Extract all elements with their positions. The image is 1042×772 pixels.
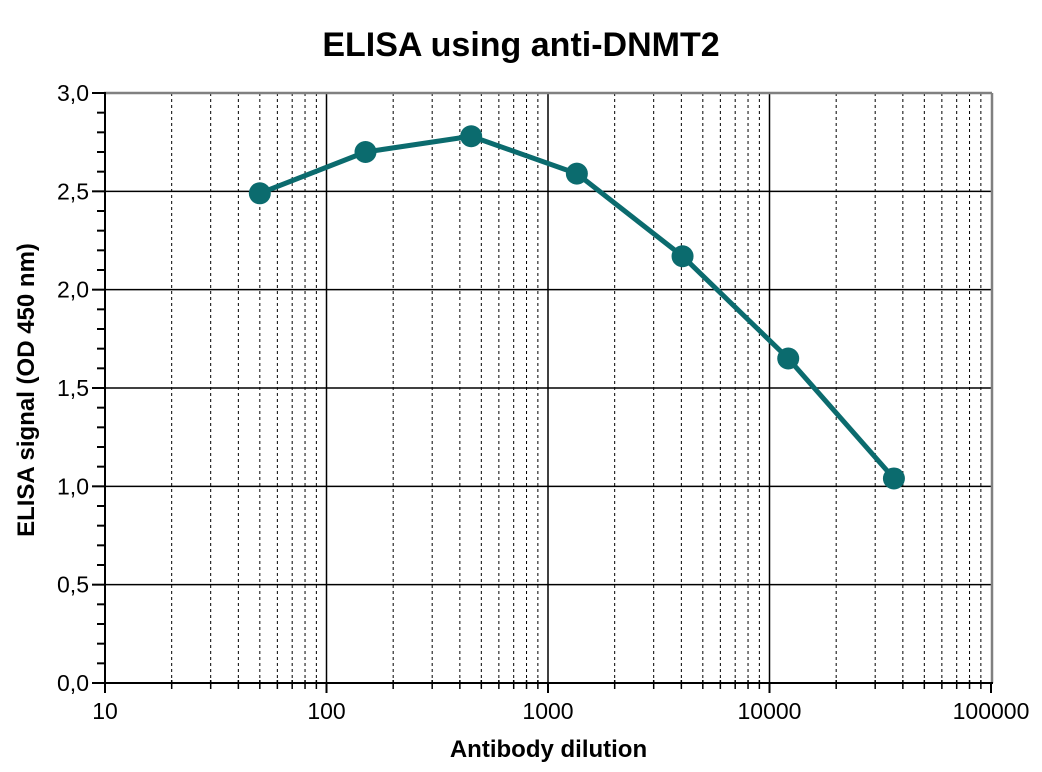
y-tick-label: 0,0 [57, 670, 89, 696]
data-point [460, 125, 483, 148]
tick-labels: 0,0 0,5 1,0 1,5 2,0 2,5 3,0 10 100 1000 10000 10000… [57, 80, 1029, 724]
x-tick-label: 100 [307, 698, 345, 724]
data-point [565, 162, 588, 185]
y-tick-label: 2,5 [57, 178, 89, 204]
data-series [248, 125, 905, 490]
y-tick-label: 0,5 [57, 572, 89, 598]
series-line [257, 133, 897, 481]
chart-title: ELISA using anti-DNMT2 [322, 26, 720, 64]
x-tick-label: 100000 [953, 698, 1030, 724]
x-axis-title: Antibody dilution [449, 736, 648, 763]
data-point [671, 245, 694, 268]
data-point [777, 347, 800, 370]
data-point [248, 182, 271, 205]
grid-lines [105, 93, 991, 683]
y-tick-label: 2,0 [57, 277, 89, 303]
y-tick-label: 1,5 [57, 375, 89, 401]
y-tick-label: 1,0 [57, 473, 89, 499]
data-point [882, 467, 905, 490]
x-tick-label: 10000 [738, 698, 802, 724]
x-tick-label: 10 [92, 698, 118, 724]
axes [92, 92, 993, 693]
data-point [354, 141, 377, 163]
plot-frame [104, 91, 994, 683]
y-tick-label: 3,0 [57, 80, 89, 106]
x-tick-label: 1000 [522, 698, 573, 724]
